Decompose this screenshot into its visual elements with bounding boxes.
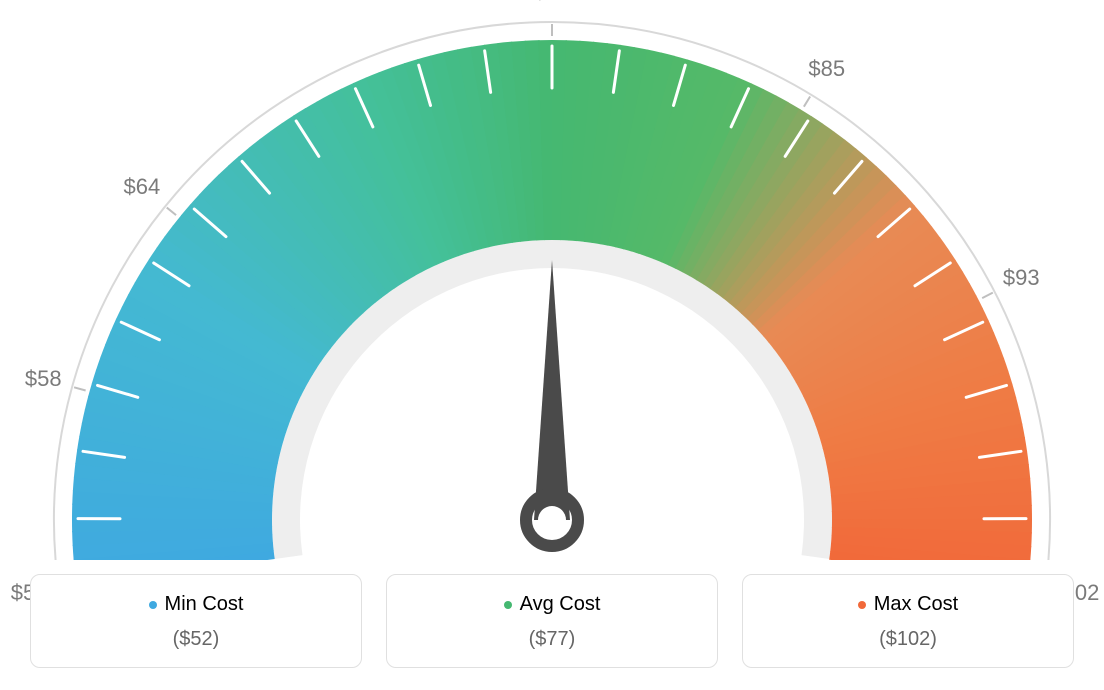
legend-label: Min Cost: [165, 593, 244, 616]
gauge-tick-label: $64: [124, 174, 161, 200]
dot-icon: [149, 601, 157, 609]
legend-value-min: ($52): [41, 628, 351, 651]
legend-card-max: Max Cost ($102): [742, 574, 1074, 668]
gauge-tick-label: $85: [808, 56, 845, 82]
legend-row: Min Cost ($52) Avg Cost ($77) Max Cost (…: [30, 574, 1074, 668]
legend-value-max: ($102): [753, 628, 1063, 651]
legend-title-avg: Avg Cost: [504, 593, 601, 616]
legend-card-avg: Avg Cost ($77): [386, 574, 718, 668]
legend-title-max: Max Cost: [858, 593, 958, 616]
legend-title-min: Min Cost: [149, 593, 244, 616]
legend-card-min: Min Cost ($52): [30, 574, 362, 668]
gauge-area: $52$58$64$77$85$93$102: [0, 0, 1104, 560]
chart-container: $52$58$64$77$85$93$102 Min Cost ($52) Av…: [0, 0, 1104, 690]
gauge-tick-label: $77: [534, 0, 571, 5]
dot-icon: [504, 601, 512, 609]
gauge-svg: [0, 0, 1104, 560]
gauge-tick-label: $93: [1003, 265, 1040, 291]
legend-label: Max Cost: [874, 593, 958, 616]
dot-icon: [858, 601, 866, 609]
legend-label: Avg Cost: [520, 593, 601, 616]
legend-value-avg: ($77): [397, 628, 707, 651]
gauge-tick-label: $58: [25, 366, 62, 392]
